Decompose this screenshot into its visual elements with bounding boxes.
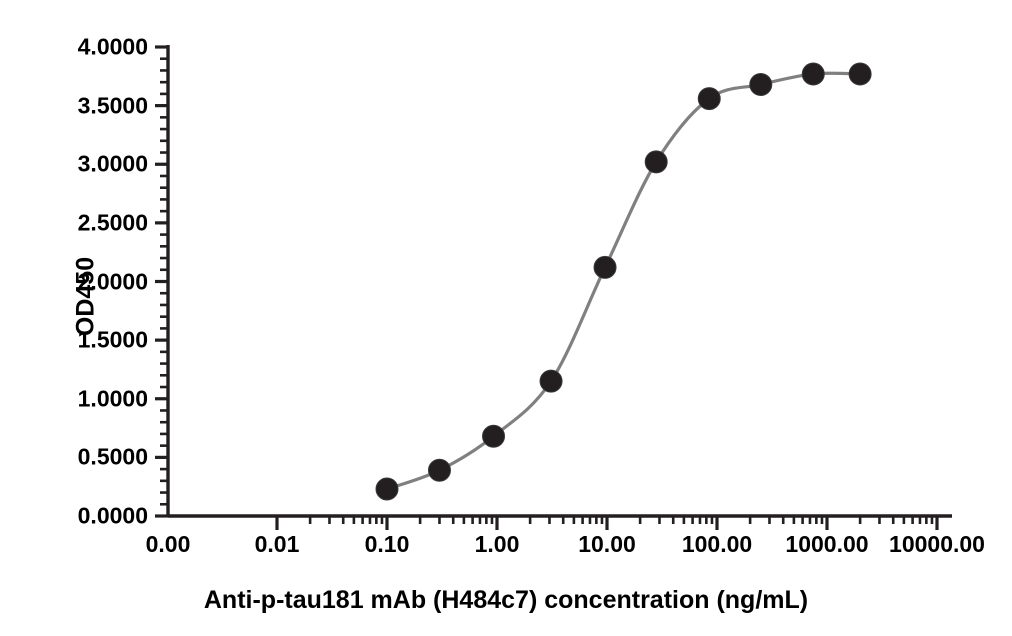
data-point-marker: 3.1 ng/mL, OD450 1.15 [539,369,563,393]
y-tick-label: 0.0000 [77,502,148,529]
x-tick-label: 1.00 [474,531,520,557]
data-point-marker: 85 ng/mL, OD450 3.56 [697,87,721,111]
y-axis-title: OD450 [71,256,100,337]
y-minor-tick-marks [160,57,168,506]
axis-lines [166,45,952,518]
x-tick-label: 0.10 [364,531,410,557]
y-tick-label: 3.5000 [77,92,148,119]
data-point-marker: 0.1 ng/mL, OD450 0.23 [375,477,399,501]
y-tick-label: 0.5000 [77,443,148,470]
x-axis-title: Anti-p-tau181 mAb (H484c7) concentration… [203,586,809,614]
y-tick-label: 1.5000 [77,326,148,353]
x-tick-label: 1000.00 [785,531,869,557]
data-point-marker: 750 ng/mL, OD450 3.77 [801,62,825,86]
y-major-tick-marks [155,45,168,518]
x-minor-tick-marks [308,516,934,524]
data-point-marker: 9.6 ng/mL, OD450 2.12 [593,255,617,279]
data-point-marker: 0.93 ng/mL, OD450 0.68 [482,424,506,448]
x-tick-label: 100.00 [681,531,753,557]
x-tick-label: 0.00 [145,531,191,557]
data-point-marker: 2000 ng/mL, OD450 3.77 [848,62,872,86]
y-tick-label: 2.5000 [77,209,148,236]
series-line-anti-p-tau181 [385,71,862,491]
y-tick-label: 3.0000 [77,150,148,177]
x-tick-label: 10000.00 [889,531,985,557]
data-point-marker: 0.3 ng/mL, OD450 0.39 [427,458,451,482]
data-point-marker: 250 ng/mL, OD450 3.68 [749,73,773,97]
data-point-marker: 28 ng/mL, OD450 3.02 [644,150,668,174]
y-tick-label: 4.0000 [77,33,148,60]
x-major-tick-marks [275,516,939,530]
x-tick-label: 0.01 [254,531,300,557]
x-tick-label: 10.00 [578,531,636,557]
series-markers-anti-p-tau181: 0.1 ng/mL, OD450 0.23 0.3 ng/mL, OD450 0.… [375,62,872,501]
y-tick-label: 2.0000 [77,268,148,294]
y-tick-label: 1.0000 [77,385,148,412]
